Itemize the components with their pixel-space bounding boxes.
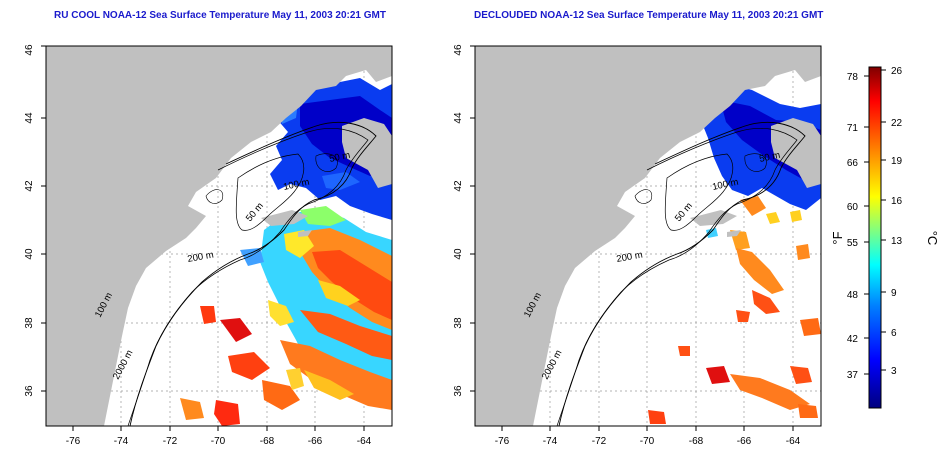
y-tick-label: 40: [24, 248, 35, 260]
colorbar-gradient: [868, 66, 882, 409]
y-tick-label: 46: [24, 44, 35, 56]
left-map-frame: [45, 45, 393, 427]
right-x-axis-labels: -76 -74 -72 -70 -68 -66 -64: [495, 436, 801, 447]
colorbar: 78 71 66 60 55 48 42 37 26 22 19 16 13 9…: [830, 66, 940, 409]
celsius-tick: 9: [891, 288, 897, 299]
x-tick-label: -76: [66, 436, 81, 447]
fahrenheit-scale: 78 71 66 60 55 48 42 37: [847, 72, 859, 381]
fahrenheit-tick: 37: [847, 370, 859, 381]
isobath-label: 50 m: [758, 150, 781, 165]
celsius-tick: 13: [891, 236, 903, 247]
y-tick-label: 38: [453, 317, 464, 329]
right-map-title: DECLOUDED NOAA-12 Sea Surface Temperatur…: [474, 10, 824, 21]
x-tick-label: -74: [114, 436, 129, 447]
x-tick-label: -70: [211, 436, 226, 447]
celsius-unit-label: °C: [925, 231, 940, 246]
isobath-label: 200 m: [187, 250, 215, 265]
fahrenheit-tick: 48: [847, 290, 859, 301]
x-tick-label: -68: [260, 436, 275, 447]
isobath-label: 100 m: [282, 177, 310, 193]
y-tick-label: 42: [24, 180, 35, 192]
right-y-axis-labels: 36 38 40 42 44 46: [453, 44, 464, 397]
left-y-axis-labels: 36 38 40 42 44 46: [24, 44, 35, 397]
isobath-label: 50 m: [328, 150, 351, 165]
right-map-frame: [474, 45, 822, 427]
right-sst-field: [648, 82, 821, 424]
celsius-tick: 26: [891, 66, 903, 77]
celsius-scale: 26 22 19 16 13 9 6 3: [891, 66, 903, 377]
x-tick-label: -70: [640, 436, 655, 447]
y-tick-label: 44: [453, 112, 464, 124]
left-x-axis-labels: -76 -74 -72 -70 -68 -66 -64: [66, 436, 372, 447]
y-tick-label: 42: [453, 180, 464, 192]
fahrenheit-tick: 55: [847, 238, 859, 249]
celsius-tick: 19: [891, 156, 903, 167]
y-tick-label: 44: [24, 112, 35, 124]
celsius-tick: 3: [891, 366, 897, 377]
left-map-title: RU COOL NOAA-12 Sea Surface Temperature …: [54, 10, 386, 21]
fahrenheit-tick: 60: [847, 202, 859, 213]
y-tick-label: 38: [24, 317, 35, 329]
right-map: 50 m 100 m 200 m 50 m 2000 m 100 m -76 -…: [453, 44, 822, 447]
fahrenheit-unit-label: °F: [830, 231, 845, 244]
x-tick-label: -66: [737, 436, 752, 447]
y-tick-label: 36: [453, 385, 464, 397]
fahrenheit-tick: 42: [847, 334, 859, 345]
isobath-label: 100 m: [711, 177, 739, 193]
celsius-tick: 22: [891, 118, 903, 129]
right-map-ticks: [470, 45, 794, 431]
fahrenheit-tick: 66: [847, 158, 859, 169]
fahrenheit-tick: 78: [847, 72, 859, 83]
x-tick-label: -72: [163, 436, 178, 447]
y-tick-label: 46: [453, 44, 464, 56]
y-tick-label: 40: [453, 248, 464, 260]
x-tick-label: -76: [495, 436, 510, 447]
x-tick-label: -72: [592, 436, 607, 447]
x-tick-label: -74: [543, 436, 558, 447]
x-tick-label: -66: [308, 436, 323, 447]
x-tick-label: -64: [357, 436, 372, 447]
celsius-tick: 6: [891, 328, 897, 339]
left-map-ticks: [41, 45, 365, 431]
fahrenheit-tick: 71: [847, 123, 859, 134]
isobath-label: 200 m: [616, 250, 644, 265]
colorbar-ticks: [864, 69, 886, 375]
x-tick-label: -68: [689, 436, 704, 447]
y-tick-label: 36: [24, 385, 35, 397]
left-map: 50 m 100 m 200 m 50 m 2000 m 100 m -76 -…: [24, 44, 393, 447]
celsius-tick: 16: [891, 196, 903, 207]
x-tick-label: -64: [786, 436, 801, 447]
